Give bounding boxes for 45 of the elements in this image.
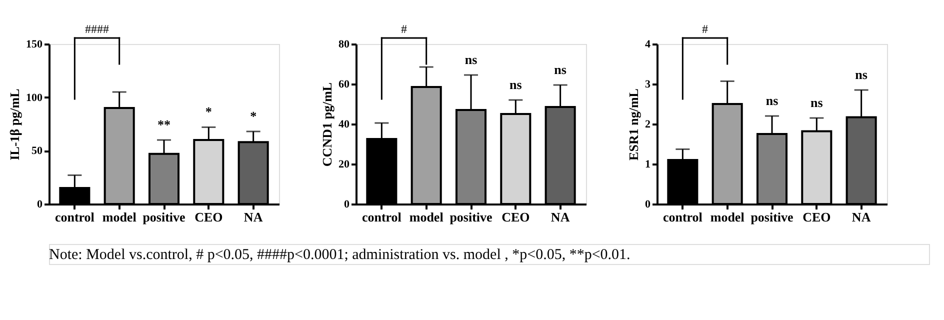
text: Note: Model vs.control, # p<0.05, ####p<0.0001; administration vs. model , *p<0.05, **p<0.01.	[49, 247, 630, 263]
y-axis-title: ESR1 ng/mL	[626, 88, 641, 160]
annotation: *	[205, 104, 212, 120]
y-tick-label: 150	[26, 38, 43, 50]
x-tick-label: model	[710, 210, 745, 224]
x-tick-label: CEO	[194, 210, 223, 224]
y-tick-label: 20	[338, 158, 350, 170]
y-tick-label: 50	[32, 145, 43, 158]
y-tick-label: 40	[338, 118, 350, 130]
y-axis-title: IL-1β pg/mL	[7, 88, 22, 160]
text: #	[702, 22, 708, 36]
y-tick-label: 2	[645, 118, 651, 130]
annotation: ns	[766, 93, 778, 108]
x-tick-label: control	[662, 210, 703, 224]
y-axis-title: CCND1 pg/mL	[320, 82, 334, 167]
x-tick-label: positive	[450, 210, 493, 224]
y-tick-label: 4	[645, 38, 651, 50]
y-tick-label: 0	[344, 198, 350, 210]
x-tick-label: NA	[550, 210, 570, 224]
x-tick-label: model	[102, 210, 137, 224]
y-tick-label: 60	[338, 78, 350, 90]
y-tick-label: 0	[37, 198, 43, 210]
x-tick-label: NA	[244, 210, 264, 224]
y-tick-label: 3	[645, 78, 651, 90]
y-tick-label: 100	[26, 92, 43, 104]
x-tick-label: NA	[852, 210, 872, 224]
y-tick-label: 0	[645, 198, 651, 210]
annotation: ns	[510, 77, 522, 92]
text: ####	[85, 22, 110, 36]
text: #	[401, 22, 408, 36]
x-tick-label: control	[54, 210, 95, 224]
annotation: ns	[554, 62, 566, 77]
x-tick-label: CEO	[502, 210, 530, 224]
annotation: *	[250, 108, 257, 124]
x-tick-label: CEO	[802, 210, 831, 224]
x-tick-label: positive	[142, 210, 186, 224]
annotation: **	[158, 117, 170, 132]
y-tick-label: 80	[338, 38, 350, 50]
x-tick-label: positive	[750, 210, 794, 224]
y-tick-label: 1	[645, 158, 650, 170]
x-tick-label: control	[362, 210, 402, 224]
annotation: ns	[464, 52, 478, 67]
annotation: ns	[810, 95, 823, 110]
annotation: ns	[855, 67, 868, 82]
x-tick-label: model	[409, 210, 444, 224]
